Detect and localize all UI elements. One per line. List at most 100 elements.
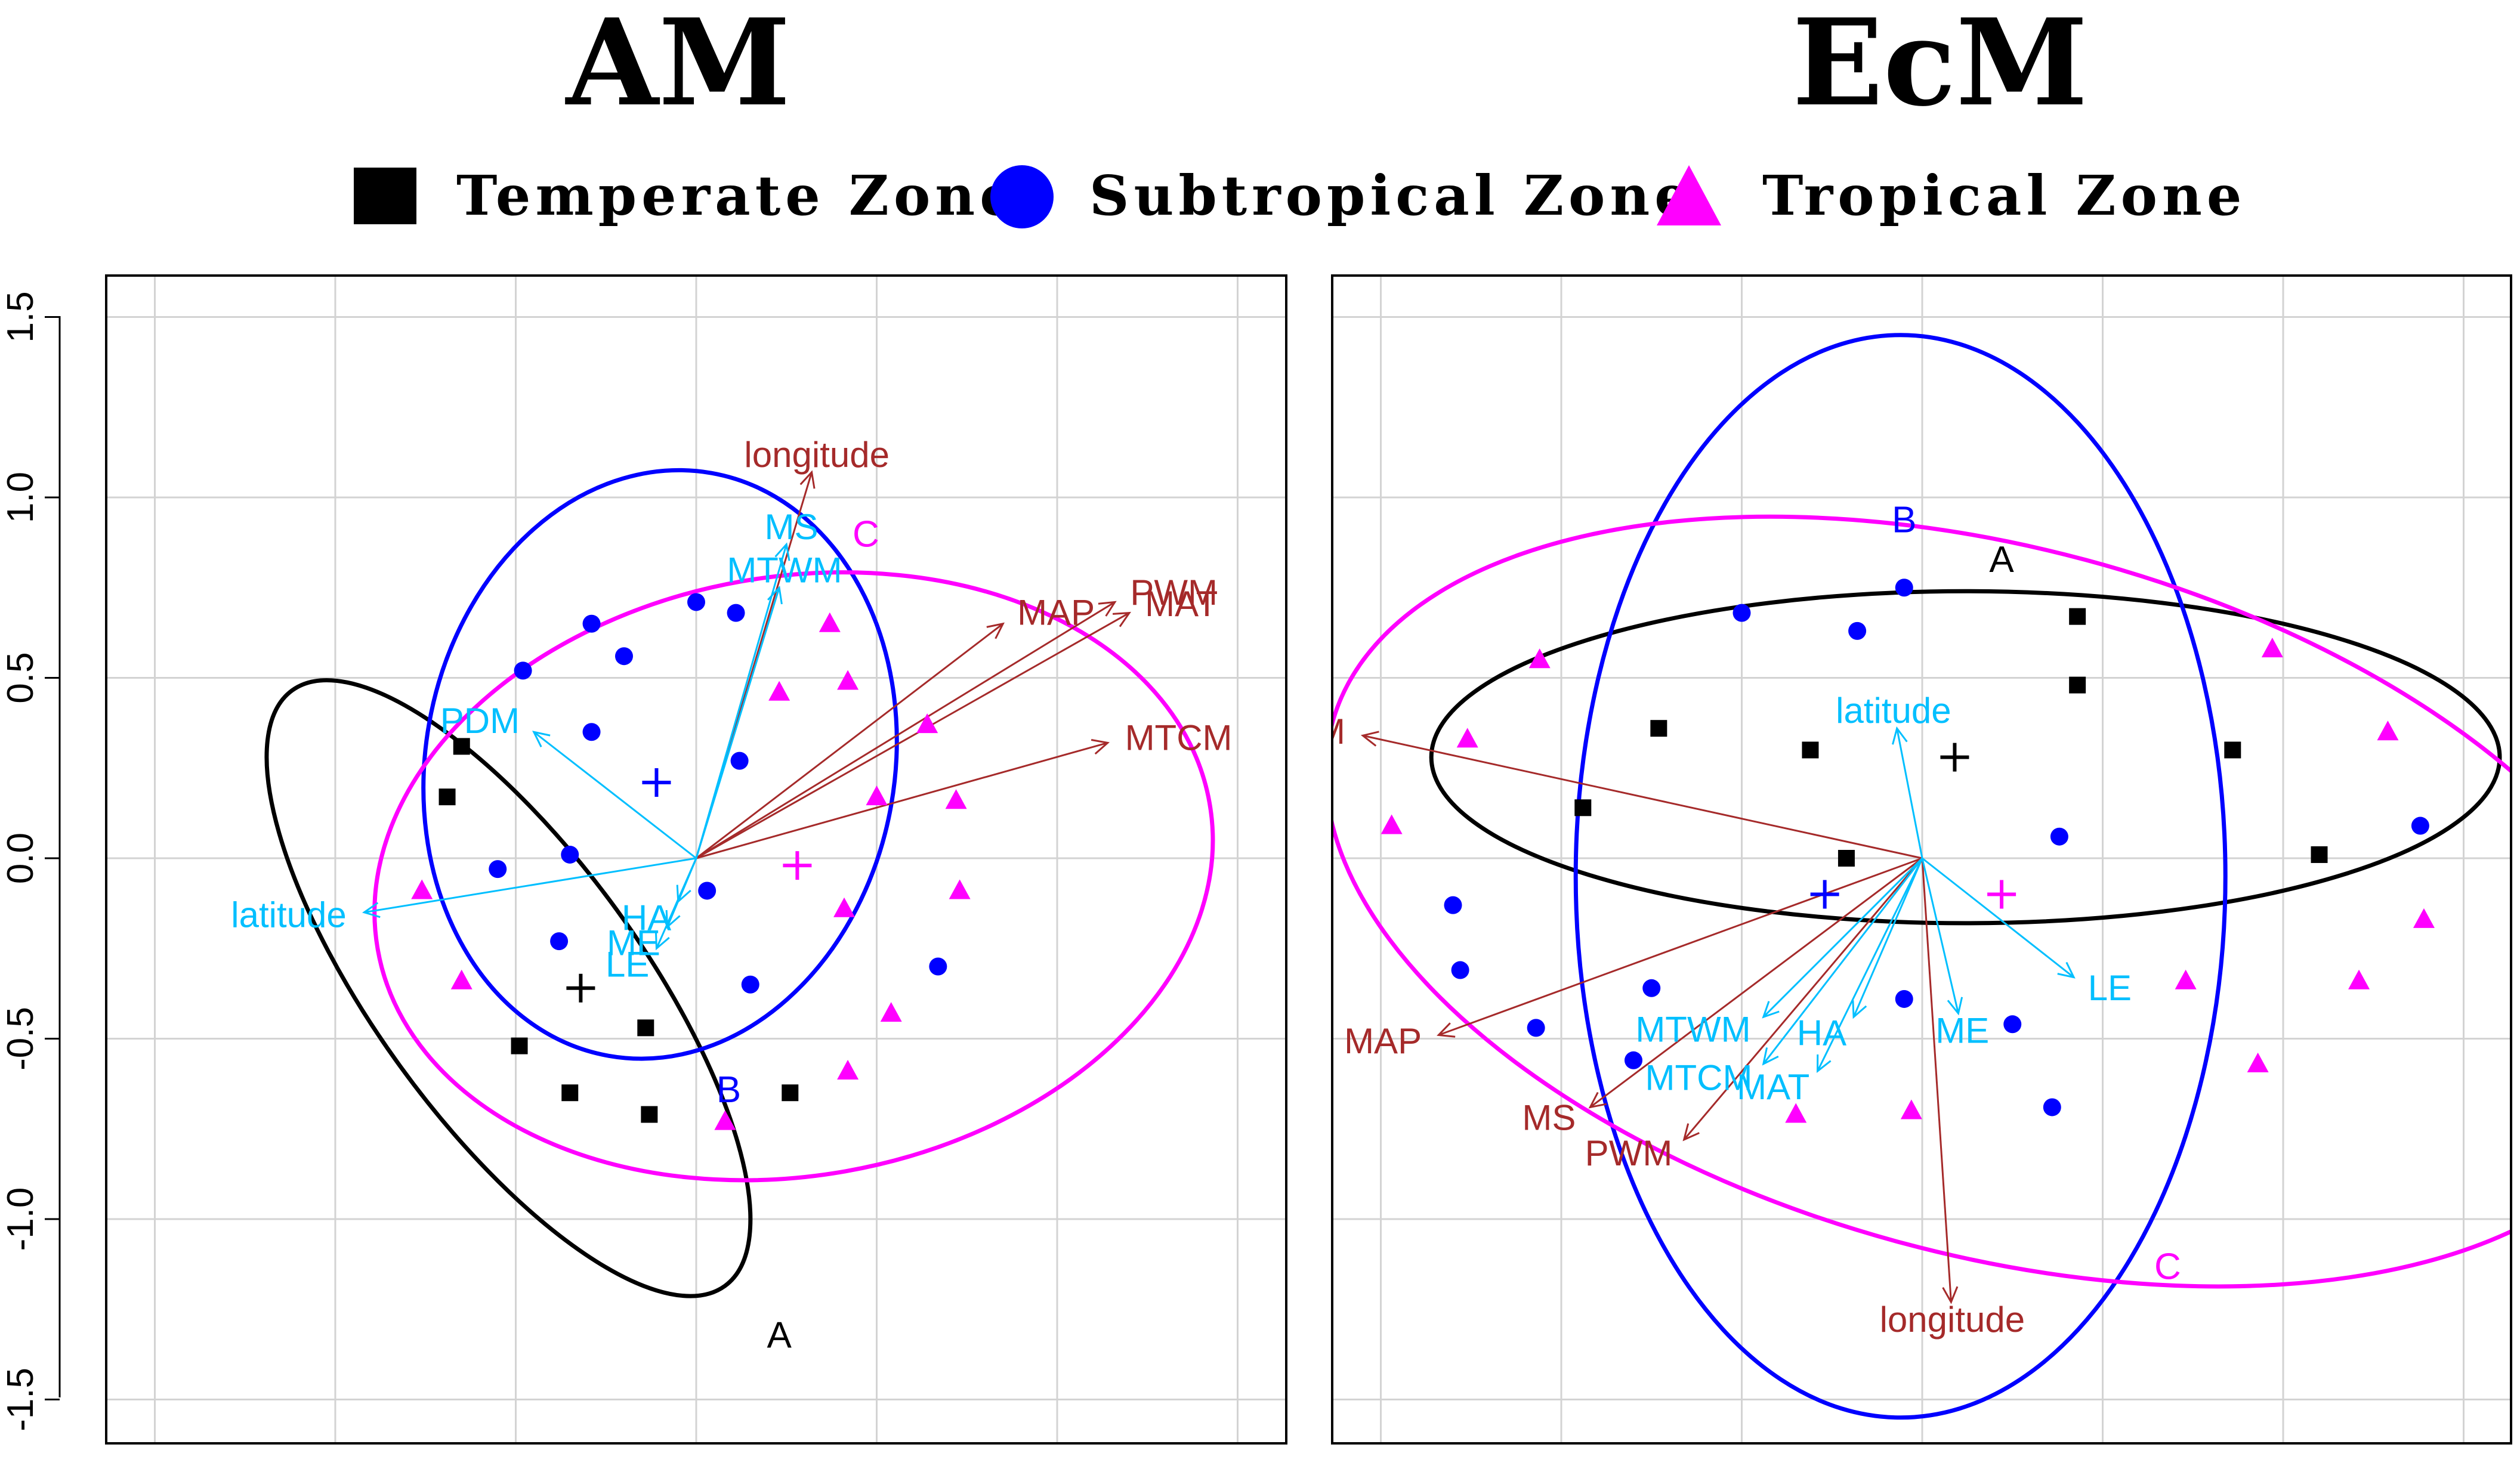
- y-tick-label: 1.0: [0, 472, 41, 523]
- ellipse-label-C: C: [2154, 1247, 2181, 1288]
- arrow-label: HA: [622, 898, 671, 938]
- point-temperate: [637, 1019, 654, 1037]
- loading-arrow: [1817, 858, 1923, 1072]
- arrow-head: [799, 470, 816, 489]
- point-subtropical: [1848, 621, 1867, 640]
- point-temperate: [2069, 608, 2086, 625]
- loading-arrow: [1921, 858, 1959, 1014]
- y-tick-label: 0.5: [0, 652, 41, 703]
- ellipse-label-B: B: [1892, 499, 1916, 540]
- point-temperate: [438, 788, 456, 806]
- point-temperate: [453, 738, 470, 755]
- ellipse-label-A: A: [1989, 539, 2014, 580]
- point-tropical: [837, 670, 859, 690]
- legend: Temperate Zone Subtropical Zone Tropical…: [354, 163, 2246, 228]
- loading-arrow: [1438, 857, 1923, 1036]
- loading-arrow: [1921, 858, 1952, 1303]
- loading-arrow: [1362, 734, 1923, 859]
- loading-arrow: [364, 857, 697, 914]
- point-subtropical: [1895, 989, 1913, 1008]
- arrow-label: PDM: [1266, 712, 1345, 751]
- panel-frame: [1331, 274, 2512, 1445]
- arrow-label: LE: [2088, 968, 2132, 1008]
- point-subtropical: [741, 975, 759, 994]
- legend-circle-icon: [990, 165, 1054, 228]
- point-temperate: [511, 1037, 528, 1054]
- loading-arrow: [695, 587, 780, 859]
- point-subtropical: [489, 860, 507, 879]
- point-subtropical: [1451, 961, 1469, 979]
- point-subtropical: [1625, 1051, 1642, 1069]
- point-tropical: [714, 1110, 736, 1130]
- legend-label-subtropical: Subtropical Zone: [1089, 163, 1694, 228]
- arrow-label: latitude: [1836, 691, 1951, 731]
- y-tick-label: -1.0: [0, 1187, 41, 1251]
- point-subtropical: [2043, 1098, 2061, 1116]
- point-tropical: [1528, 648, 1551, 669]
- y-tick-label: 1.5: [0, 291, 41, 342]
- arrow-head: [1112, 611, 1132, 627]
- y-axis: -1.5 -1.0 -0.5 0.0 0.5 1.0 1.5: [0, 291, 61, 1431]
- arrow-label: MTWM: [1635, 1009, 1750, 1049]
- point-tropical: [1785, 1103, 1807, 1123]
- y-tick-label: -0.5: [0, 1007, 41, 1071]
- point-tropical: [2175, 969, 2197, 989]
- point-tropical: [2413, 908, 2435, 928]
- point-subtropical: [2050, 827, 2068, 846]
- point-tropical: [949, 879, 971, 899]
- legend-triangle-icon: [1657, 165, 1721, 225]
- point-tropical: [866, 785, 888, 806]
- point-subtropical: [698, 882, 717, 900]
- arrow-label: latitude: [231, 895, 346, 935]
- point-temperate: [2224, 741, 2241, 759]
- point-temperate: [782, 1084, 799, 1102]
- point-subtropical: [582, 614, 601, 633]
- arrow-head: [767, 585, 783, 605]
- arrow-label: MTCM: [1125, 717, 1233, 757]
- arrow-head: [1588, 1091, 1607, 1109]
- arrow-label: MS: [765, 507, 819, 547]
- arrow-head: [986, 622, 1005, 639]
- arrow-head: [1852, 1000, 1867, 1019]
- legend-label-temperate: Temperate Zone: [456, 163, 1020, 228]
- loading-arrow: [696, 601, 1116, 859]
- point-temperate: [1574, 799, 1592, 816]
- arrow-head: [1091, 739, 1110, 755]
- point-tropical: [2261, 638, 2283, 658]
- arrow-head: [2057, 961, 2076, 979]
- point-temperate: [1650, 720, 1667, 737]
- ellipse-A: [1429, 589, 2502, 926]
- point-temperate: [2069, 676, 2086, 694]
- point-subtropical: [1732, 604, 1751, 622]
- point-subtropical: [1444, 896, 1462, 914]
- arrow-head: [1360, 731, 1379, 747]
- arrow-label: LE: [606, 945, 649, 985]
- arrow-label: ME: [607, 923, 660, 963]
- arrow-label: longitude: [1880, 1300, 2025, 1340]
- point-subtropical: [615, 647, 633, 666]
- arrow-head: [1437, 1022, 1456, 1038]
- arrow-head: [532, 731, 551, 748]
- legend-label-tropical: Tropical Zone: [1762, 163, 2246, 228]
- point-subtropical: [561, 845, 579, 864]
- point-temperate: [641, 1106, 658, 1123]
- arrow-head: [1947, 997, 1963, 1016]
- loading-arrow: [1922, 857, 2075, 978]
- arrow-head: [1098, 601, 1117, 617]
- point-tropical: [450, 969, 472, 989]
- point-subtropical: [582, 723, 601, 741]
- point-tropical: [837, 1059, 859, 1080]
- arrow-label: MTCM: [1645, 1058, 1753, 1098]
- point-tropical: [819, 612, 841, 632]
- point-subtropical: [2411, 816, 2429, 835]
- point-tropical: [768, 681, 790, 701]
- point-subtropical: [1642, 979, 1661, 997]
- arrow-head: [1942, 1286, 1959, 1304]
- legend-square-icon: [354, 168, 416, 224]
- arrow-head: [654, 932, 670, 951]
- point-subtropical: [514, 661, 532, 680]
